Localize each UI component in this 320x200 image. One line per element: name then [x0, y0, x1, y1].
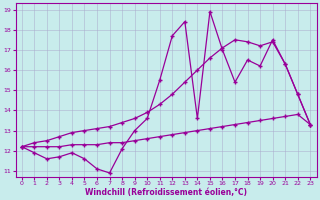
X-axis label: Windchill (Refroidissement éolien,°C): Windchill (Refroidissement éolien,°C)	[85, 188, 247, 197]
